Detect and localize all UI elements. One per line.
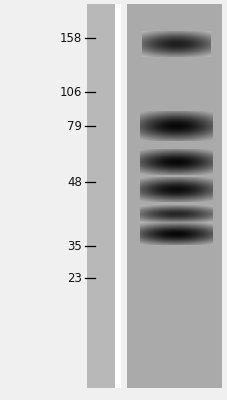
Text: 23: 23	[67, 272, 82, 284]
Text: 48: 48	[67, 176, 82, 188]
Text: 35: 35	[67, 240, 82, 252]
Text: 106: 106	[59, 86, 82, 98]
Text: 79: 79	[67, 120, 82, 132]
Bar	[115, 4, 120, 388]
Bar	[86, 4, 115, 388]
Bar	[126, 4, 221, 388]
Text: 158: 158	[59, 32, 82, 44]
